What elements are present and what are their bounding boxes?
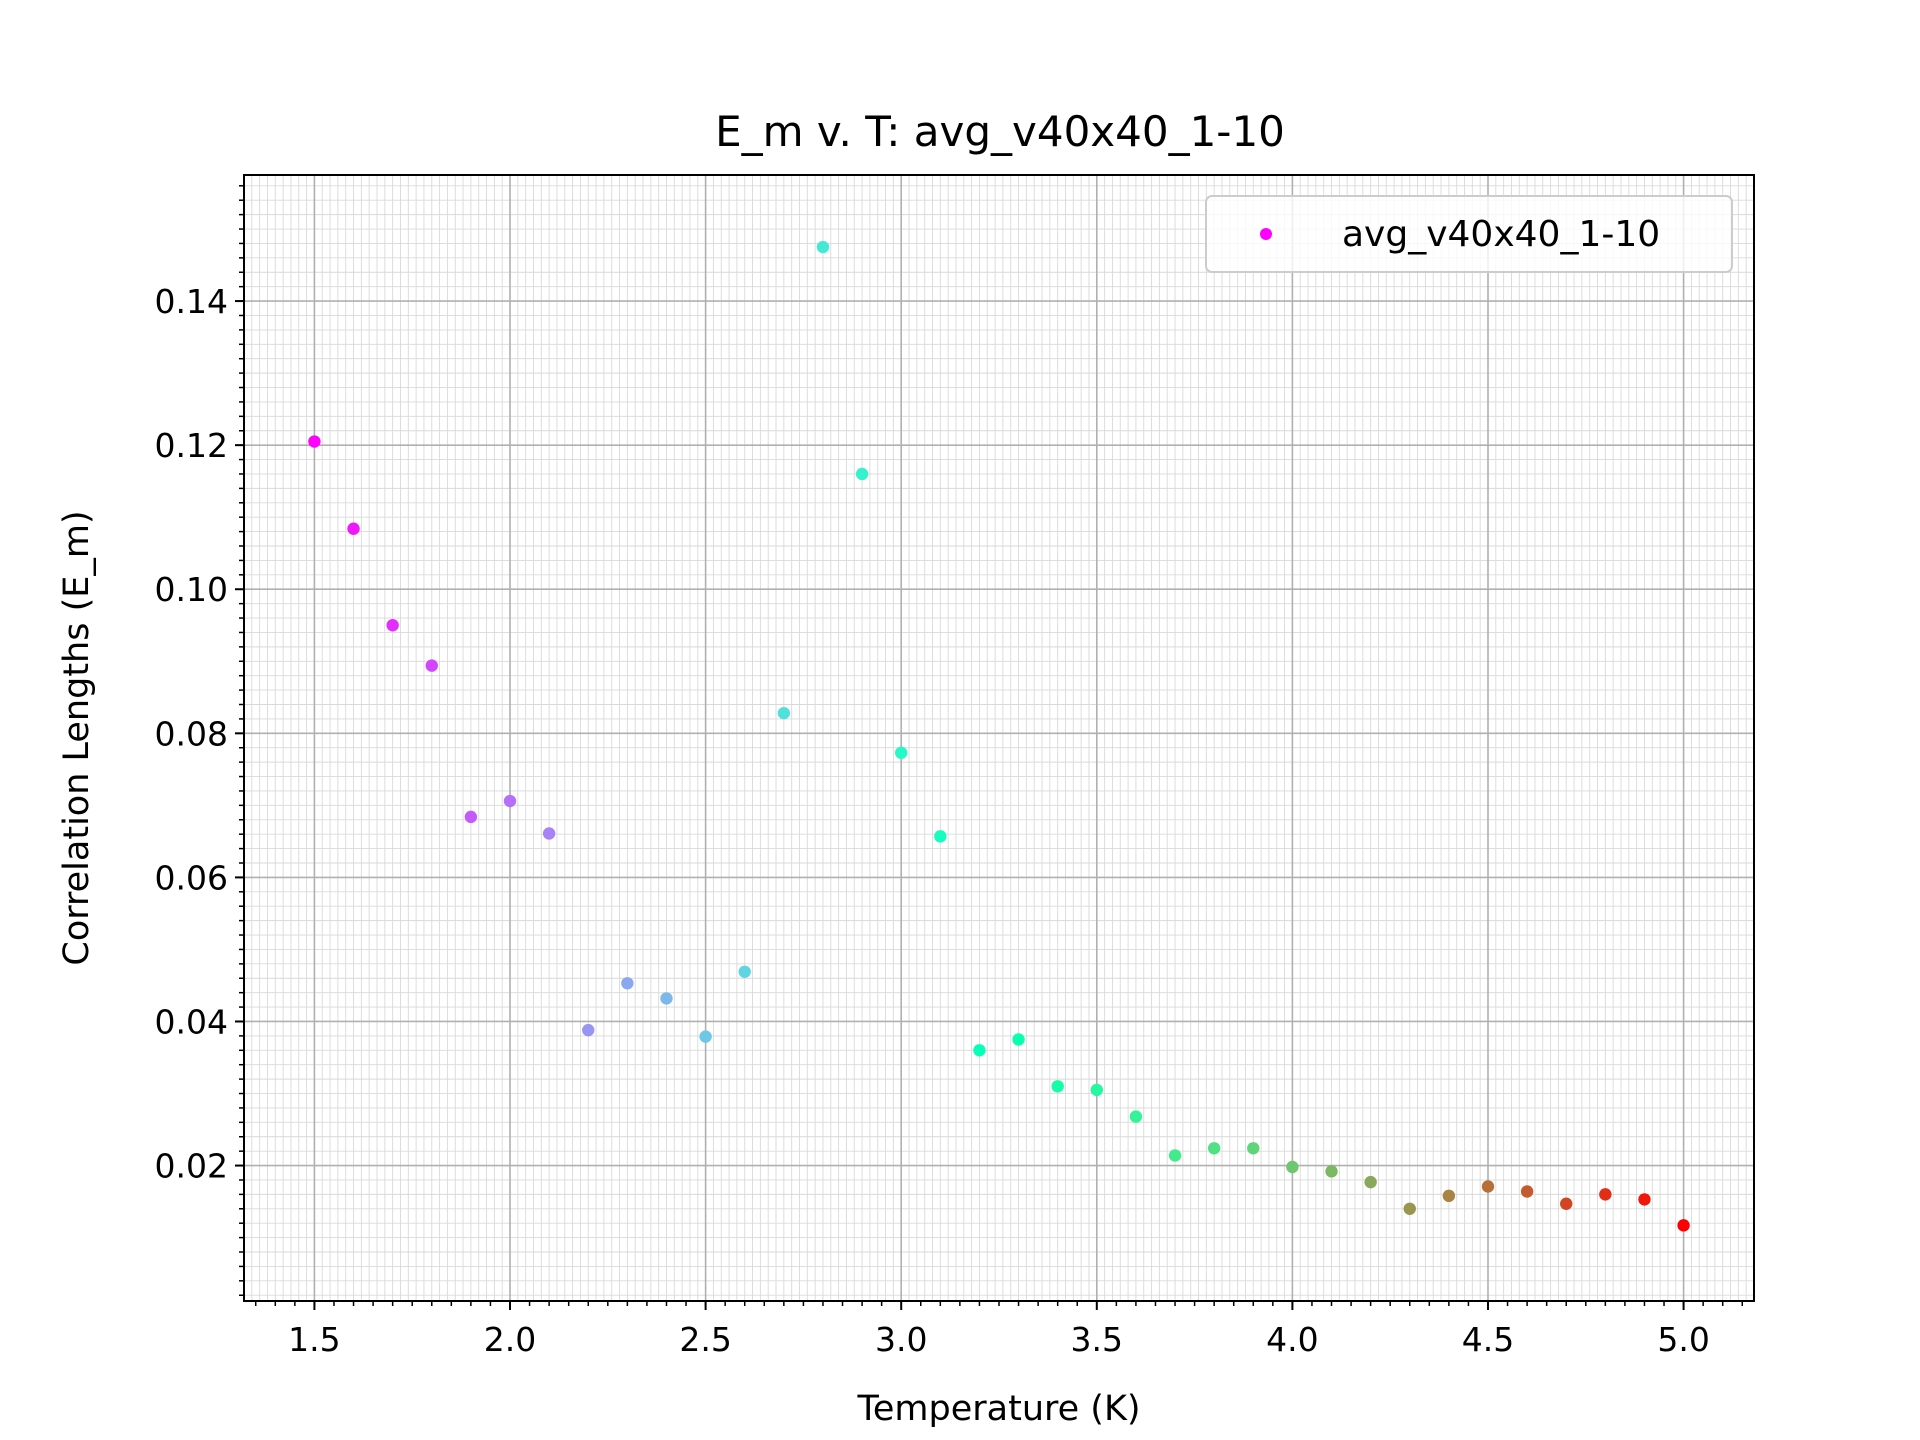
data-point	[1090, 1083, 1103, 1097]
x-axis-label: Temperature (K)	[856, 1389, 1140, 1429]
major-grid	[244, 175, 1754, 1301]
data-point	[777, 706, 791, 720]
data-point	[895, 746, 908, 759]
data-point	[1677, 1219, 1690, 1232]
data-point	[1364, 1175, 1377, 1189]
data-point	[386, 619, 399, 632]
data-point	[1247, 1142, 1260, 1155]
y-tick-label: 0.06	[155, 858, 228, 897]
data-point	[1638, 1193, 1651, 1206]
data-point	[542, 827, 556, 840]
data-point	[1403, 1202, 1416, 1215]
data-point	[1442, 1189, 1456, 1203]
x-tick-label: 3.0	[875, 1320, 927, 1359]
data-point	[503, 794, 517, 808]
y-tick-label: 0.10	[155, 570, 228, 609]
legend-marker	[1260, 228, 1272, 240]
y-axis-label: Correlation Lengths (E_m)	[57, 510, 97, 965]
data-point	[347, 522, 360, 535]
data-point	[1207, 1142, 1221, 1155]
data-point	[1481, 1180, 1495, 1193]
y-tick-label: 0.14	[155, 282, 228, 321]
data-points	[308, 240, 1690, 1232]
data-point	[855, 467, 869, 481]
x-tick-label: 2.0	[484, 1320, 536, 1359]
y-tick-label: 0.08	[155, 714, 228, 753]
x-tick-labels: 1.5 2.0 2.5 3.0 3.5 4.0 4.5 5.0	[288, 1320, 1710, 1359]
data-point	[1325, 1165, 1338, 1178]
plot-area	[244, 175, 1754, 1301]
x-tick-label: 4.5	[1462, 1320, 1514, 1359]
data-point	[699, 1030, 712, 1043]
y-tick-label: 0.12	[155, 426, 228, 465]
x-tick-label: 4.0	[1266, 1320, 1318, 1359]
data-point	[1599, 1188, 1612, 1201]
data-point	[1286, 1160, 1299, 1174]
y-tick-labels: 0.02 0.04 0.06 0.08 0.10 0.12 0.14	[155, 282, 228, 1185]
data-point	[1129, 1110, 1143, 1123]
data-point	[660, 992, 673, 1005]
plot-frame	[243, 174, 1755, 1302]
data-point	[1520, 1185, 1534, 1198]
legend-label: avg_v40x40_1-10	[1342, 214, 1660, 255]
data-point	[582, 1023, 595, 1037]
data-point	[464, 810, 478, 824]
data-point	[621, 977, 634, 990]
data-point	[1168, 1149, 1182, 1162]
legend-box	[1205, 195, 1733, 273]
data-point	[816, 240, 830, 254]
data-point	[738, 965, 751, 978]
data-point	[1560, 1197, 1573, 1210]
x-tick-label: 5.0	[1657, 1320, 1709, 1359]
y-tick-label: 0.02	[155, 1147, 228, 1186]
y-tick-label: 0.04	[155, 1002, 228, 1041]
data-point	[1012, 1033, 1025, 1046]
x-tick-label: 3.5	[1071, 1320, 1123, 1359]
legend: avg_v40x40_1-10	[1205, 195, 1733, 273]
data-point	[425, 659, 438, 672]
x-tick-label: 2.5	[679, 1320, 731, 1359]
data-point	[934, 830, 947, 843]
minor-grid	[243, 175, 1755, 1301]
data-point	[308, 435, 321, 448]
x-tick-label: 1.5	[288, 1320, 340, 1359]
chart-title: E_m v. T: avg_v40x40_1-10	[715, 107, 1285, 156]
data-point	[973, 1044, 986, 1057]
data-point	[1051, 1080, 1064, 1093]
